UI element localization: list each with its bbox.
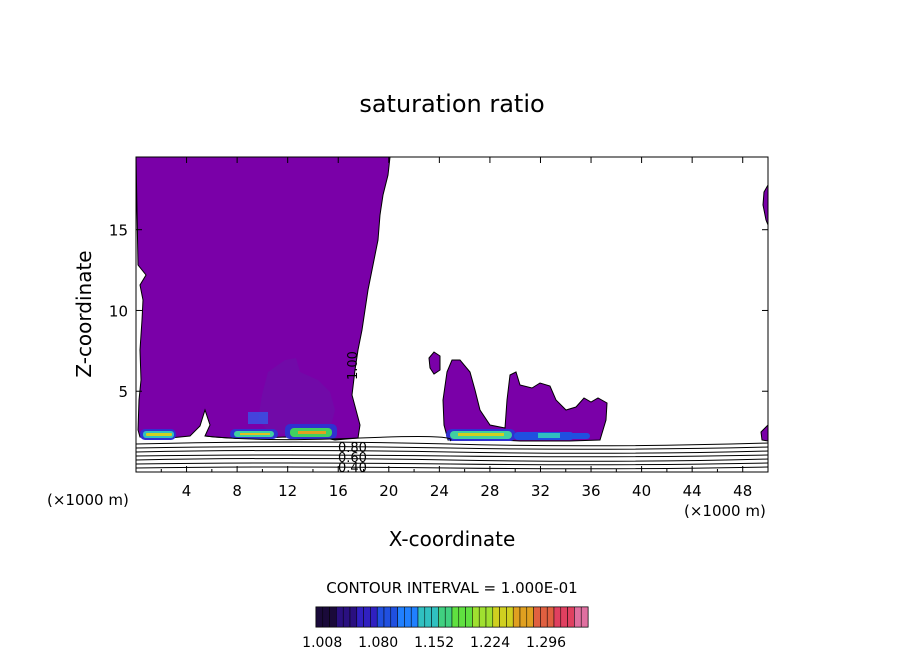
- colorbar-cell: [465, 606, 473, 628]
- colorbar-cell: [329, 606, 337, 628]
- colorbar-cell: [376, 606, 385, 628]
- colorbar-cell: [567, 606, 575, 628]
- contour-interval: CONTOUR INTERVAL = 1.000E-01: [326, 579, 577, 597]
- colorbar-cell: [506, 606, 514, 628]
- contour-label-0.80: 0.80: [338, 441, 367, 456]
- colorbar-cell: [417, 606, 426, 628]
- x-tick-label: 48: [733, 482, 752, 500]
- x-tick-label: 12: [278, 482, 297, 500]
- colorbar-cell: [349, 606, 358, 628]
- colorbar-cell: [322, 606, 330, 628]
- colorbar-cell: [485, 606, 494, 628]
- colorbar-cell: [580, 606, 589, 628]
- x-tick-label: 36: [581, 482, 600, 500]
- plot-frame: [135, 156, 769, 473]
- colorbar-cell: [356, 606, 364, 628]
- colorbar-cell: [410, 606, 419, 628]
- colorbar-cell: [363, 606, 371, 628]
- chart-title: saturation ratio: [359, 90, 544, 118]
- colorbar-cell: [438, 606, 446, 628]
- contour-label-0.60: 0.60: [338, 451, 367, 466]
- colorbar-cell: [444, 606, 453, 628]
- colorbar-cell: [519, 606, 528, 628]
- colorbar-cell: [533, 606, 541, 628]
- colorbar-cell: [478, 606, 487, 628]
- x-tick-label: 8: [232, 482, 242, 500]
- x-tick-label: 40: [632, 482, 651, 500]
- colorbar-cell: [315, 606, 324, 628]
- x-axis-ticks: 4 8 12 16 20 24 28 32 36 40 44 48: [160, 157, 752, 500]
- y-tick-label: 15: [109, 222, 128, 240]
- plot-area: 1.00 0.80 0.60 0.40: [136, 157, 768, 476]
- x-tick-label: 20: [379, 482, 398, 500]
- contour-label-1.00: 1.00: [346, 351, 361, 380]
- high-ratio-bands: [140, 412, 590, 441]
- colorbar-tick-label: 1.224: [470, 635, 510, 651]
- y-tick-label: 5: [118, 383, 128, 401]
- colorbar-cell: [451, 606, 460, 628]
- x-axis-label: X-coordinate: [389, 527, 516, 551]
- colorbar-cell: [492, 606, 500, 628]
- colorbar-cell: [512, 606, 521, 628]
- cloud-inner-shade: [258, 358, 335, 435]
- x-tick-label: 32: [531, 482, 550, 500]
- y-axis-ticks: 5 10 15: [109, 222, 768, 401]
- cloud-region-second: [442, 359, 608, 442]
- colorbar-cell: [560, 606, 568, 628]
- colorbar-cell: [431, 606, 439, 628]
- x-unit-label-left: (×1000 m): [47, 491, 129, 509]
- cloud-blob-small: [428, 351, 441, 375]
- colorbar-cell: [397, 606, 405, 628]
- colorbar-ticks: 1.008 1.080 1.152 1.224 1.296: [302, 635, 566, 651]
- colorbar-cell: [553, 606, 562, 628]
- x-tick-label: 44: [683, 482, 702, 500]
- x-tick-label: 24: [430, 482, 449, 500]
- colorbar-cell: [370, 606, 378, 628]
- colorbar-cell: [499, 606, 507, 628]
- x-tick-label: 4: [182, 482, 192, 500]
- y-tick-label: 10: [109, 302, 128, 320]
- colorbar-cell: [540, 606, 548, 628]
- colorbar-stripes: [315, 606, 589, 628]
- colorbar-tick-label: 1.152: [414, 635, 454, 651]
- cloud-region-edge: [760, 183, 768, 442]
- colorbar-cell: [424, 606, 432, 628]
- colorbar-cell: [472, 606, 480, 628]
- colorbar-cell: [336, 606, 344, 628]
- y-axis-label: Z-coordinate: [72, 250, 96, 377]
- colorbar-cell: [526, 606, 534, 628]
- colorbar-cell: [546, 606, 555, 628]
- x-unit-label-right: (×1000 m): [684, 502, 766, 520]
- colorbar-tick-label: 1.296: [526, 635, 566, 651]
- colorbar-cell: [342, 606, 351, 628]
- colorbar-cell: [404, 606, 412, 628]
- contour-label-0.40: 0.40: [338, 461, 367, 476]
- colorbar-cell: [390, 606, 398, 628]
- colorbar-cell: [574, 606, 582, 628]
- colorbar-tick-label: 1.008: [302, 635, 342, 651]
- x-tick-label: 16: [329, 482, 348, 500]
- colorbar-tick-label: 1.080: [358, 635, 398, 651]
- colorbar-cell: [458, 606, 466, 628]
- contour-lines: [136, 435, 768, 470]
- colorbar-cell: [383, 606, 392, 628]
- x-tick-label: 28: [480, 482, 499, 500]
